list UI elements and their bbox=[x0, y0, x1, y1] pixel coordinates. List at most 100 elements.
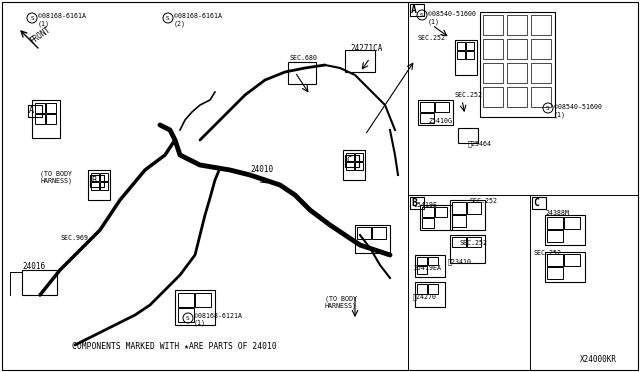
Text: (TO BODY
HARNESS): (TO BODY HARNESS) bbox=[40, 170, 72, 184]
Bar bbox=[531, 39, 551, 59]
Bar bbox=[507, 87, 527, 107]
Text: SEC.680: SEC.680 bbox=[290, 55, 318, 61]
Text: S: S bbox=[166, 16, 170, 20]
Bar bbox=[420, 113, 434, 123]
Text: S: S bbox=[186, 315, 190, 321]
Bar bbox=[428, 257, 438, 265]
Text: C: C bbox=[533, 198, 539, 208]
Bar bbox=[547, 254, 563, 266]
Bar bbox=[507, 39, 527, 59]
Text: B: B bbox=[91, 176, 96, 185]
Bar bbox=[483, 63, 503, 83]
Bar bbox=[35, 103, 45, 113]
Bar bbox=[357, 227, 371, 239]
Bar bbox=[35, 114, 45, 124]
Text: SEC.969: SEC.969 bbox=[60, 235, 88, 241]
Bar bbox=[343, 150, 365, 180]
Bar bbox=[288, 62, 316, 84]
Text: ‥23410: ‥23410 bbox=[448, 258, 472, 264]
Bar bbox=[467, 202, 481, 214]
Bar bbox=[355, 225, 390, 253]
Bar bbox=[531, 63, 551, 83]
Bar bbox=[415, 255, 445, 277]
Text: 25410G: 25410G bbox=[428, 118, 452, 124]
Bar bbox=[435, 102, 449, 112]
Text: (TO BODY
HARNESS): (TO BODY HARNESS) bbox=[325, 295, 357, 309]
Bar bbox=[355, 153, 363, 161]
Text: S: S bbox=[420, 13, 424, 17]
Text: 24388M: 24388M bbox=[545, 210, 569, 216]
Text: SEC.252: SEC.252 bbox=[534, 250, 562, 256]
Bar bbox=[100, 173, 108, 181]
Bar bbox=[458, 128, 478, 143]
Text: 24010: 24010 bbox=[250, 165, 273, 174]
Bar bbox=[88, 170, 110, 200]
Bar bbox=[91, 173, 99, 181]
Text: SEC.252: SEC.252 bbox=[418, 35, 446, 41]
Text: A: A bbox=[29, 106, 34, 115]
Bar bbox=[345, 50, 375, 72]
Bar bbox=[483, 39, 503, 59]
Bar bbox=[483, 15, 503, 35]
Bar bbox=[22, 270, 57, 295]
Bar bbox=[547, 230, 563, 242]
Bar bbox=[450, 235, 485, 263]
Bar bbox=[410, 4, 424, 16]
Bar bbox=[545, 252, 585, 282]
Text: SEC.252: SEC.252 bbox=[460, 240, 488, 246]
Bar bbox=[507, 15, 527, 35]
Text: FRONT: FRONT bbox=[28, 25, 52, 45]
Text: A: A bbox=[411, 5, 417, 15]
Bar bbox=[46, 114, 56, 124]
Bar bbox=[195, 293, 211, 307]
Text: ©08168-6161A
(2): ©08168-6161A (2) bbox=[174, 13, 222, 26]
Bar bbox=[547, 217, 563, 229]
Bar bbox=[415, 282, 445, 307]
Bar bbox=[346, 153, 354, 161]
Text: S: S bbox=[546, 106, 550, 110]
Text: ©08168-6121A
(1): ©08168-6121A (1) bbox=[194, 313, 242, 327]
Bar bbox=[564, 217, 580, 229]
Text: 25419EA: 25419EA bbox=[413, 265, 441, 271]
Text: COMPONENTS MARKED WITH ★ARE PARTS OF 24010: COMPONENTS MARKED WITH ★ARE PARTS OF 240… bbox=[72, 342, 276, 351]
Bar bbox=[346, 162, 354, 170]
Bar bbox=[46, 103, 56, 113]
Bar bbox=[417, 284, 427, 294]
Bar bbox=[410, 197, 424, 209]
Bar bbox=[547, 267, 563, 279]
Bar bbox=[90, 175, 104, 187]
Text: ©08540-51600
(1): ©08540-51600 (1) bbox=[554, 104, 602, 118]
Bar bbox=[372, 227, 386, 239]
Bar bbox=[467, 237, 481, 247]
Bar bbox=[28, 105, 42, 117]
Bar bbox=[452, 215, 466, 227]
Bar bbox=[420, 205, 452, 230]
Bar bbox=[345, 155, 359, 167]
Bar bbox=[457, 42, 465, 50]
Bar bbox=[355, 162, 363, 170]
Bar bbox=[422, 207, 434, 217]
Bar bbox=[457, 51, 465, 59]
Bar bbox=[435, 207, 447, 217]
Bar bbox=[91, 182, 99, 190]
Text: 24271CA: 24271CA bbox=[350, 44, 382, 53]
Bar bbox=[507, 63, 527, 83]
Bar bbox=[422, 218, 434, 228]
Bar bbox=[452, 237, 466, 247]
Bar bbox=[175, 290, 215, 325]
Text: ‥25464: ‥25464 bbox=[468, 140, 492, 147]
Bar bbox=[564, 254, 580, 266]
Bar bbox=[420, 102, 434, 112]
Bar bbox=[450, 200, 485, 230]
Bar bbox=[480, 12, 555, 117]
Text: ©08540-51600
(1): ©08540-51600 (1) bbox=[428, 11, 476, 25]
Bar bbox=[532, 197, 546, 209]
Bar bbox=[545, 215, 585, 245]
Text: 25419E: 25419E bbox=[413, 202, 437, 208]
Bar bbox=[178, 308, 194, 322]
Bar bbox=[32, 100, 60, 138]
Bar bbox=[100, 182, 108, 190]
Bar bbox=[178, 293, 194, 307]
Bar bbox=[531, 87, 551, 107]
Bar bbox=[452, 202, 466, 214]
